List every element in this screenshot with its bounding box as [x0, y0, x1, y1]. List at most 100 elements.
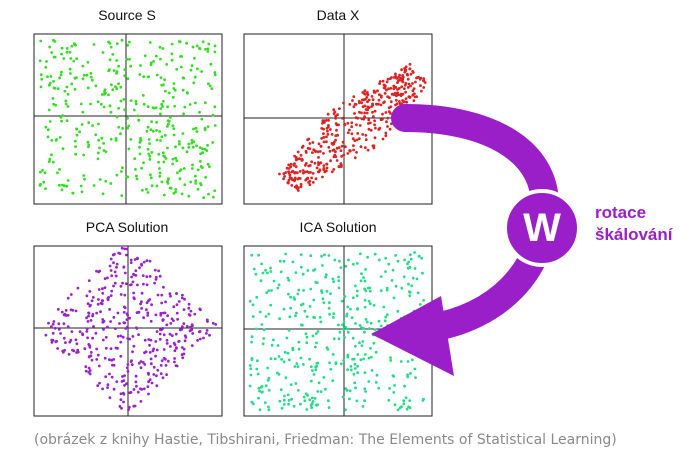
scatter-point: [386, 125, 389, 128]
scatter-point: [165, 373, 169, 376]
scatter-point: [120, 246, 124, 250]
scatter-point: [132, 108, 136, 112]
plot-source-s: [33, 33, 223, 205]
scatter-point: [164, 364, 168, 367]
scatter-point: [148, 142, 152, 146]
scatter-point: [250, 253, 254, 257]
scatter-point: [337, 146, 341, 150]
scatter-point: [356, 307, 359, 311]
scatter-point: [155, 348, 159, 352]
scatter-point: [162, 285, 165, 289]
scatter-point: [134, 99, 138, 103]
scatter-point: [258, 310, 262, 314]
scatter-point: [38, 59, 42, 63]
scatter-point: [155, 129, 158, 132]
scatter-point: [201, 151, 205, 155]
scatter-point: [143, 363, 147, 366]
scatter-point: [91, 296, 95, 299]
scatter-point: [41, 169, 44, 172]
scatter-point: [101, 291, 105, 295]
scatter-point: [191, 163, 194, 167]
scatter-point: [270, 289, 273, 292]
scatter-point: [154, 278, 158, 281]
scatter-point: [203, 147, 207, 151]
scatter-point: [134, 380, 138, 384]
scatter-point: [108, 308, 111, 311]
scatter-point: [115, 380, 119, 384]
scatter-point: [115, 87, 119, 91]
scatter-point: [287, 181, 290, 185]
scatter-point: [206, 144, 210, 147]
scatter-point: [321, 297, 325, 301]
scatter-point: [119, 398, 123, 402]
scatter-point: [146, 314, 150, 317]
scatter-point: [148, 41, 152, 44]
scatter-point: [90, 358, 94, 362]
scatter-point: [148, 351, 152, 354]
scatter-point: [145, 308, 148, 312]
scatter-point: [87, 366, 91, 370]
scatter-point: [65, 184, 69, 188]
scatter-point: [192, 81, 196, 85]
scatter-point: [284, 252, 288, 256]
scatter-point: [389, 105, 393, 109]
scatter-point: [297, 176, 301, 180]
scatter-point: [120, 38, 124, 42]
scatter-point: [298, 157, 301, 161]
scatter-point: [89, 75, 93, 79]
scatter-point: [120, 194, 124, 198]
scatter-point: [51, 331, 55, 335]
scatter-point: [254, 327, 258, 331]
scatter-point: [363, 89, 367, 93]
scatter-point: [110, 274, 114, 278]
scatter-point: [110, 289, 114, 293]
scatter-point: [352, 95, 356, 98]
scatter-point: [308, 164, 312, 167]
scatter-point: [88, 290, 92, 293]
scatter-point: [270, 343, 274, 347]
scatter-point: [383, 319, 387, 323]
scatter-point: [173, 343, 177, 347]
scatter-point: [181, 293, 184, 297]
scatter-point: [413, 267, 417, 270]
scatter-point: [420, 89, 423, 93]
scatter-point: [98, 381, 101, 385]
scatter-point: [259, 385, 263, 389]
scatter-point: [129, 283, 133, 286]
scatter-point: [103, 277, 107, 280]
scatter-point: [118, 252, 122, 256]
scatter-point: [406, 262, 409, 266]
scatter-point: [328, 312, 331, 316]
scatter-point: [155, 138, 159, 142]
scatter-point: [204, 101, 207, 105]
scatter-point: [104, 179, 108, 183]
scatter-point: [346, 330, 350, 334]
scatter-point: [177, 140, 181, 143]
scatter-point: [363, 111, 366, 115]
scatter-point: [123, 293, 127, 297]
scatter-point: [206, 50, 210, 53]
scatter-point: [373, 123, 376, 127]
scatter-point: [70, 82, 74, 86]
scatter-point: [106, 325, 109, 329]
scatter-point: [48, 81, 52, 85]
scatter-point: [342, 153, 346, 157]
scatter-point: [313, 316, 316, 319]
scatter-point: [201, 40, 205, 44]
scatter-point: [361, 105, 365, 109]
scatter-point: [359, 358, 363, 362]
scatter-point: [146, 147, 150, 151]
scatter-point: [351, 336, 355, 340]
scatter-point: [296, 189, 300, 192]
scatter-point: [384, 315, 388, 319]
scatter-point: [338, 259, 341, 263]
scatter-point: [287, 328, 291, 332]
scatter-point: [46, 135, 50, 139]
scatter-point: [167, 91, 171, 95]
scatter-point: [180, 55, 184, 58]
scatter-point: [311, 400, 315, 403]
scatter-point: [372, 303, 376, 307]
scatter-point: [116, 311, 120, 315]
scatter-point: [42, 180, 46, 184]
scatter-point: [110, 358, 114, 362]
